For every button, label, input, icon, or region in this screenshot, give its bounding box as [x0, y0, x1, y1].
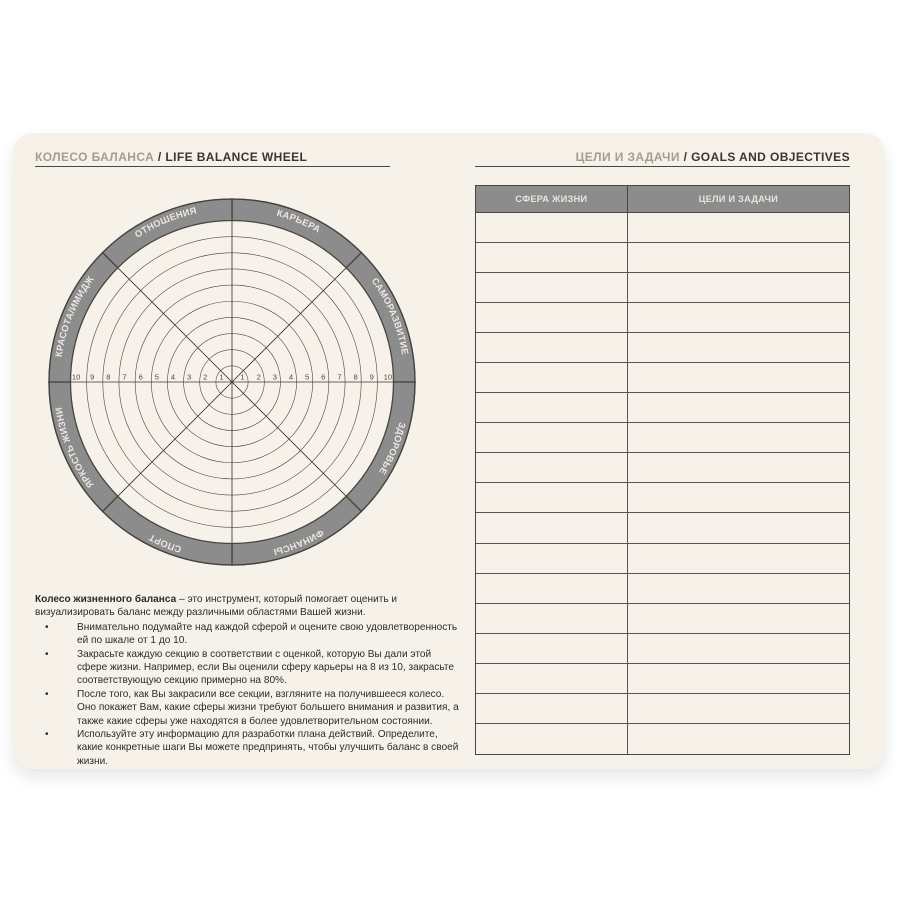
svg-text:3: 3 — [273, 373, 277, 382]
svg-text:10: 10 — [72, 373, 80, 382]
svg-text:6: 6 — [321, 373, 325, 382]
svg-text:4: 4 — [171, 373, 175, 382]
svg-text:7: 7 — [122, 373, 126, 382]
svg-text:6: 6 — [139, 373, 143, 382]
svg-text:1: 1 — [219, 373, 223, 382]
svg-text:8: 8 — [106, 373, 110, 382]
svg-text:7: 7 — [337, 373, 341, 382]
svg-text:5: 5 — [155, 373, 159, 382]
svg-text:8: 8 — [353, 373, 357, 382]
svg-text:1: 1 — [240, 373, 244, 382]
svg-text:9: 9 — [370, 373, 374, 382]
svg-text:10: 10 — [384, 373, 392, 382]
svg-text:4: 4 — [289, 373, 293, 382]
svg-text:3: 3 — [187, 373, 191, 382]
svg-text:5: 5 — [305, 373, 309, 382]
svg-text:9: 9 — [90, 373, 94, 382]
svg-text:2: 2 — [203, 373, 207, 382]
svg-text:2: 2 — [257, 373, 261, 382]
